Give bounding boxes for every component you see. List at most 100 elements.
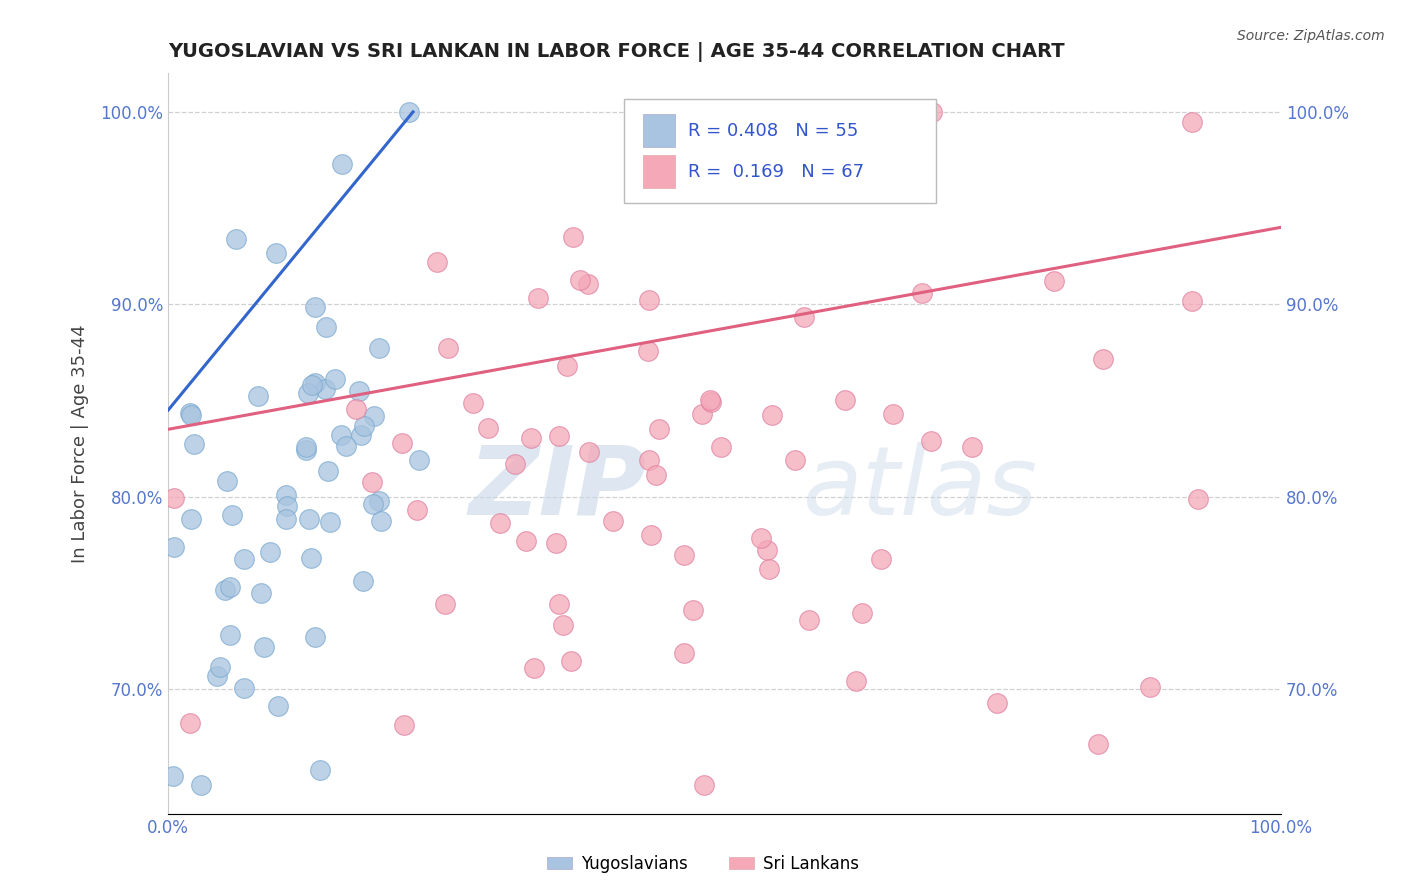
Point: [267, 698, 290, 713]
FancyBboxPatch shape: [624, 99, 936, 203]
Point: [219, 628, 242, 642]
Text: atlas: atlas: [803, 442, 1038, 534]
Point: [217, 475, 239, 489]
Point: [335, 439, 357, 453]
Point: [640, 528, 662, 542]
Point: [294, 440, 316, 454]
Point: [274, 488, 297, 502]
Point: [232, 681, 254, 695]
Point: [183, 437, 205, 451]
Point: [259, 545, 281, 559]
Point: [319, 515, 342, 529]
Point: [352, 574, 374, 588]
Point: [638, 453, 661, 467]
Point: [515, 533, 537, 548]
Point: [921, 104, 943, 119]
Point: [391, 436, 413, 450]
Point: [758, 561, 780, 575]
Point: [434, 597, 457, 611]
Point: [1087, 737, 1109, 751]
Text: R =  0.169   N = 67: R = 0.169 N = 67: [688, 162, 865, 180]
Point: [690, 408, 713, 422]
Point: [761, 408, 783, 422]
Point: [548, 429, 571, 443]
Point: [548, 597, 571, 611]
Point: [361, 497, 384, 511]
Point: [353, 418, 375, 433]
Point: [755, 542, 778, 557]
Point: [520, 431, 543, 445]
FancyBboxPatch shape: [644, 155, 675, 188]
Point: [276, 499, 298, 513]
Point: [163, 540, 186, 554]
Point: [253, 640, 276, 654]
Point: [503, 457, 526, 471]
Point: [318, 465, 340, 479]
Point: [560, 655, 582, 669]
Point: [368, 341, 391, 355]
Point: [644, 467, 666, 482]
Text: R = 0.408   N = 55: R = 0.408 N = 55: [688, 122, 858, 140]
Point: [869, 552, 891, 566]
Point: [673, 647, 696, 661]
Point: [190, 778, 212, 792]
Point: [367, 494, 389, 508]
Point: [426, 255, 449, 269]
Point: [370, 514, 392, 528]
Point: [1139, 681, 1161, 695]
Point: [647, 422, 669, 436]
Point: [1092, 352, 1115, 367]
Point: [960, 440, 983, 454]
Point: [360, 475, 382, 490]
Point: [276, 511, 298, 525]
Point: [209, 660, 232, 674]
Text: Source: ZipAtlas.com: Source: ZipAtlas.com: [1237, 29, 1385, 43]
Point: [233, 552, 256, 566]
Point: [793, 310, 815, 324]
Point: [1181, 114, 1204, 128]
Point: [461, 396, 484, 410]
Point: [264, 246, 287, 260]
Point: [845, 673, 868, 688]
Point: [477, 421, 499, 435]
Point: [699, 395, 721, 409]
Point: [699, 393, 721, 408]
Point: [304, 376, 326, 390]
Point: [179, 716, 201, 731]
Point: [214, 583, 236, 598]
Point: [637, 344, 659, 359]
Point: [329, 427, 352, 442]
Y-axis label: In Labor Force | Age 35-44: In Labor Force | Age 35-44: [72, 325, 89, 563]
Text: ZIP: ZIP: [468, 442, 647, 534]
Point: [569, 273, 592, 287]
Point: [344, 402, 367, 417]
Point: [682, 603, 704, 617]
Point: [180, 512, 202, 526]
Point: [315, 319, 337, 334]
Text: YUGOSLAVIAN VS SRI LANKAN IN LABOR FORCE | AGE 35-44 CORRELATION CHART: YUGOSLAVIAN VS SRI LANKAN IN LABOR FORCE…: [169, 42, 1064, 62]
Point: [851, 607, 873, 621]
Point: [314, 383, 336, 397]
Point: [297, 386, 319, 401]
Point: [250, 585, 273, 599]
Point: [207, 669, 229, 683]
Point: [602, 514, 624, 528]
Point: [221, 508, 243, 522]
Point: [347, 384, 370, 398]
Point: [405, 502, 427, 516]
Point: [799, 613, 821, 627]
Point: [247, 389, 270, 403]
Point: [834, 392, 856, 407]
FancyBboxPatch shape: [644, 114, 675, 147]
Point: [332, 156, 354, 170]
Point: [637, 293, 659, 307]
Point: [162, 768, 184, 782]
Point: [488, 516, 510, 531]
Point: [546, 536, 568, 550]
Point: [304, 301, 326, 315]
Point: [709, 440, 731, 454]
Point: [219, 580, 242, 594]
Point: [523, 661, 546, 675]
Point: [298, 512, 321, 526]
Point: [408, 453, 430, 467]
